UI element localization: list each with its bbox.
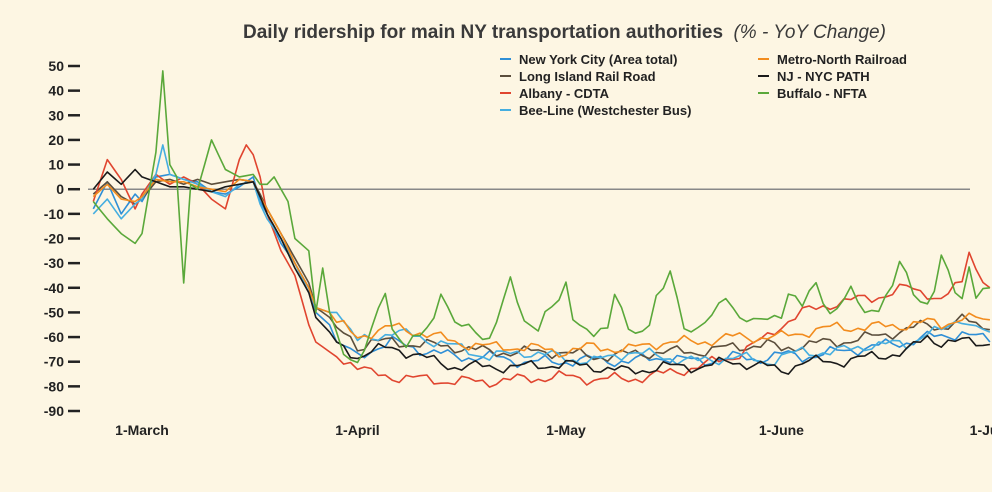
- legend: New York City (Area total) Long Island Ra…: [500, 52, 907, 118]
- legend-label: Long Island Rail Road: [519, 69, 656, 84]
- legend-label: Bee-Line (Westchester Bus): [519, 103, 691, 118]
- series-line-metro-north-railroad: [92, 178, 990, 358]
- y-tick-label: -90: [44, 403, 64, 419]
- x-tick-label: 1-May: [546, 422, 586, 438]
- chart-title-group: Daily ridership for main NY transportati…: [243, 22, 886, 43]
- y-tick-label: -40: [44, 280, 64, 296]
- x-tick-label: 1-March: [115, 422, 169, 438]
- x-tick-label: 1-June: [759, 422, 804, 438]
- y-tick-label: -80: [44, 378, 64, 394]
- series-line-nj-nyc-path: [92, 168, 991, 375]
- y-tick-label: -60: [44, 329, 64, 345]
- legend-label: Metro-North Railroad: [777, 52, 907, 67]
- series-line-bee-line-westchester-bus: [92, 144, 991, 366]
- y-tick-label: 50: [48, 58, 64, 74]
- chart-subtitle: (% - YoY Change): [733, 22, 885, 43]
- y-tick-label: 30: [48, 107, 64, 123]
- series-lines: [92, 70, 991, 388]
- x-tick-label: 1-July: [970, 422, 992, 438]
- chart-title: Daily ridership for main NY transportati…: [243, 22, 723, 43]
- legend-label: Buffalo - NFTA: [777, 86, 868, 101]
- y-tick-label: -30: [44, 255, 64, 271]
- y-tick-label: -10: [44, 206, 64, 222]
- x-axis: 1-March 1-April 1-May 1-June 1-July: [115, 422, 992, 438]
- y-axis: 50 40 30 20 10 0 -10 -20 -30 -40 -50 -60 -70 -80 -90: [44, 58, 80, 419]
- legend-label: NJ - NYC PATH: [777, 69, 870, 84]
- y-tick-label: -20: [44, 231, 64, 247]
- y-tick-label: -70: [44, 354, 64, 370]
- series-line-long-island-rail-road: [92, 178, 991, 362]
- y-tick-label: 10: [48, 157, 64, 173]
- y-tick-label: 20: [48, 132, 64, 148]
- legend-label: New York City (Area total): [519, 52, 677, 67]
- series-line-buffalo-nfta: [92, 70, 990, 364]
- y-tick-label: 0: [56, 181, 64, 197]
- y-tick-label: -50: [44, 304, 64, 320]
- legend-label: Albany - CDTA: [519, 86, 610, 101]
- x-tick-label: 1-April: [335, 422, 379, 438]
- y-tick-label: 40: [48, 83, 64, 99]
